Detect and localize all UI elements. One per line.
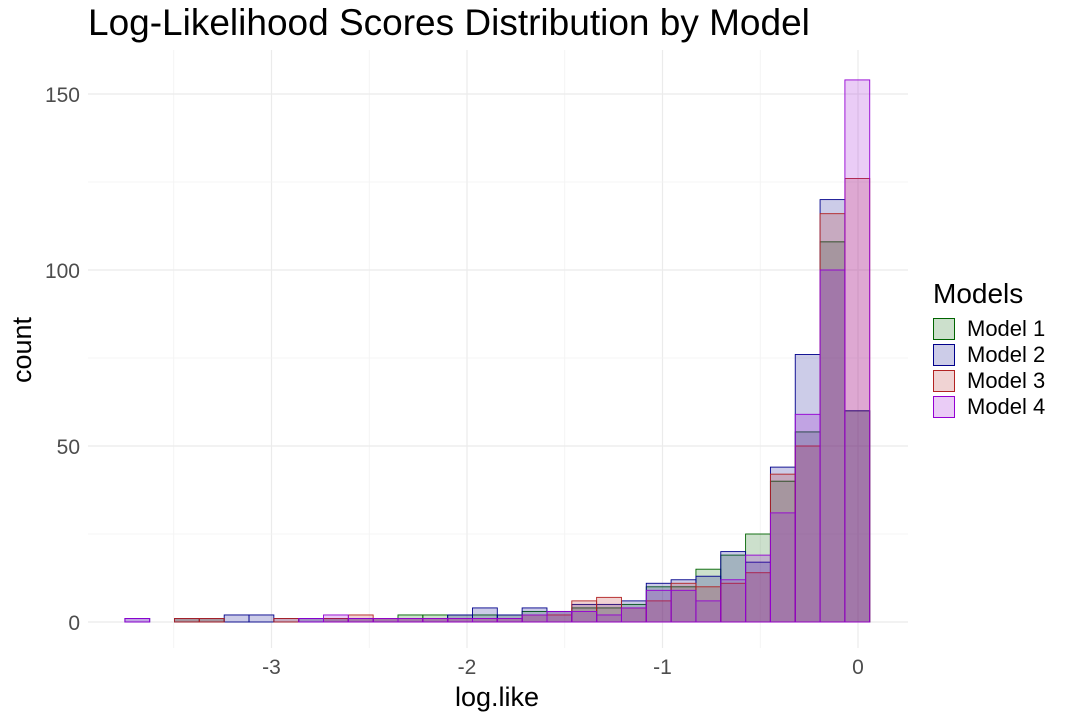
- y-tick-label: 50: [57, 436, 80, 459]
- histogram-bar-model-4: [794, 413, 821, 623]
- histogram-bar-model-4: [645, 589, 672, 623]
- histogram-bar-model-4: [298, 618, 324, 623]
- histogram-bar-model-3: [745, 572, 771, 623]
- chart-title: Log-Likelihood Scores Distribution by Mo…: [88, 2, 810, 43]
- histogram-bar-model-4: [695, 600, 722, 623]
- histogram-bar-model-2: [223, 614, 250, 623]
- legend-label: Model 3: [967, 368, 1046, 393]
- histogram-bar-model-4: [124, 618, 151, 623]
- histogram-bar-model-1: [695, 568, 722, 623]
- legend-label: Model 2: [967, 342, 1046, 367]
- histogram-bar-model-4: [521, 614, 548, 623]
- histogram-bar-model-1: [819, 241, 846, 623]
- legend-item-model-2: Model 2: [933, 342, 1045, 368]
- legend-swatch: [933, 396, 955, 418]
- legend-swatch: [933, 370, 955, 392]
- x-tick-label: -1: [653, 656, 672, 679]
- histogram-bar-model-4: [819, 269, 846, 623]
- x-tick-label: -3: [262, 656, 281, 679]
- histogram-bar-model-4: [347, 618, 374, 623]
- x-axis-title: log.like: [455, 682, 539, 712]
- histogram-bar-model-4: [472, 618, 498, 623]
- histogram-bar-model-4: [546, 610, 573, 623]
- histogram-bar-model-2: [695, 575, 722, 623]
- y-tick-label: 0: [68, 612, 80, 635]
- histogram-bar-model-4: [397, 618, 424, 623]
- legend: Models Model 1 Model 2 Model 3 Model 4: [933, 278, 1045, 420]
- y-axis-title: count: [7, 316, 37, 383]
- histogram-bar-model-4: [422, 618, 449, 623]
- histogram-bar-model-3: [273, 618, 300, 623]
- legend-title: Models: [933, 278, 1024, 309]
- histogram-bar-model-4: [596, 614, 622, 623]
- legend-label: Model 1: [967, 316, 1046, 341]
- histogram-bar-model-3: [198, 618, 225, 623]
- y-tick-label: 100: [45, 260, 80, 283]
- histogram-bar-model-4: [496, 618, 523, 623]
- legend-item-model-4: Model 4: [933, 394, 1045, 420]
- legend-label: Model 4: [967, 394, 1046, 419]
- histogram-bar-model-1: [794, 431, 821, 623]
- legend-swatch: [933, 344, 955, 366]
- legend-items: Model 1 Model 2 Model 3 Model 4: [933, 316, 1045, 420]
- legend-item-model-3: Model 3: [933, 368, 1045, 394]
- histogram-bar-model-4: [745, 554, 771, 623]
- histogram-bar-model-4: [720, 579, 747, 623]
- x-tick-label: -2: [458, 656, 477, 679]
- legend-swatch: [933, 318, 955, 340]
- histogram-bar-model-3: [695, 586, 722, 623]
- histogram-bar-model-4: [670, 589, 697, 623]
- histogram-bar-model-4: [844, 79, 871, 623]
- histogram-bar-model-4: [571, 610, 598, 623]
- histogram-bar-model-4: [447, 618, 473, 623]
- histogram-bar-model-4: [620, 607, 647, 623]
- histogram-bars: [124, 79, 871, 623]
- histogram-bar-model-4: [769, 512, 796, 623]
- y-tick-label: 150: [45, 84, 80, 107]
- histogram-bar-model-2: [670, 579, 697, 623]
- histogram-bar-model-3: [174, 618, 200, 623]
- tick-labels: -3 -2 -1 0 0 50 100 150: [45, 84, 864, 679]
- histogram-bar-model-3: [794, 445, 821, 623]
- x-tick-label: 0: [852, 656, 864, 679]
- histogram-bar-model-4: [323, 614, 349, 623]
- histogram-bar-model-4: [372, 618, 399, 623]
- legend-item-model-1: Model 1: [933, 316, 1045, 342]
- histogram-bar-model-2: [794, 354, 821, 623]
- histogram-bar-model-2: [248, 614, 275, 623]
